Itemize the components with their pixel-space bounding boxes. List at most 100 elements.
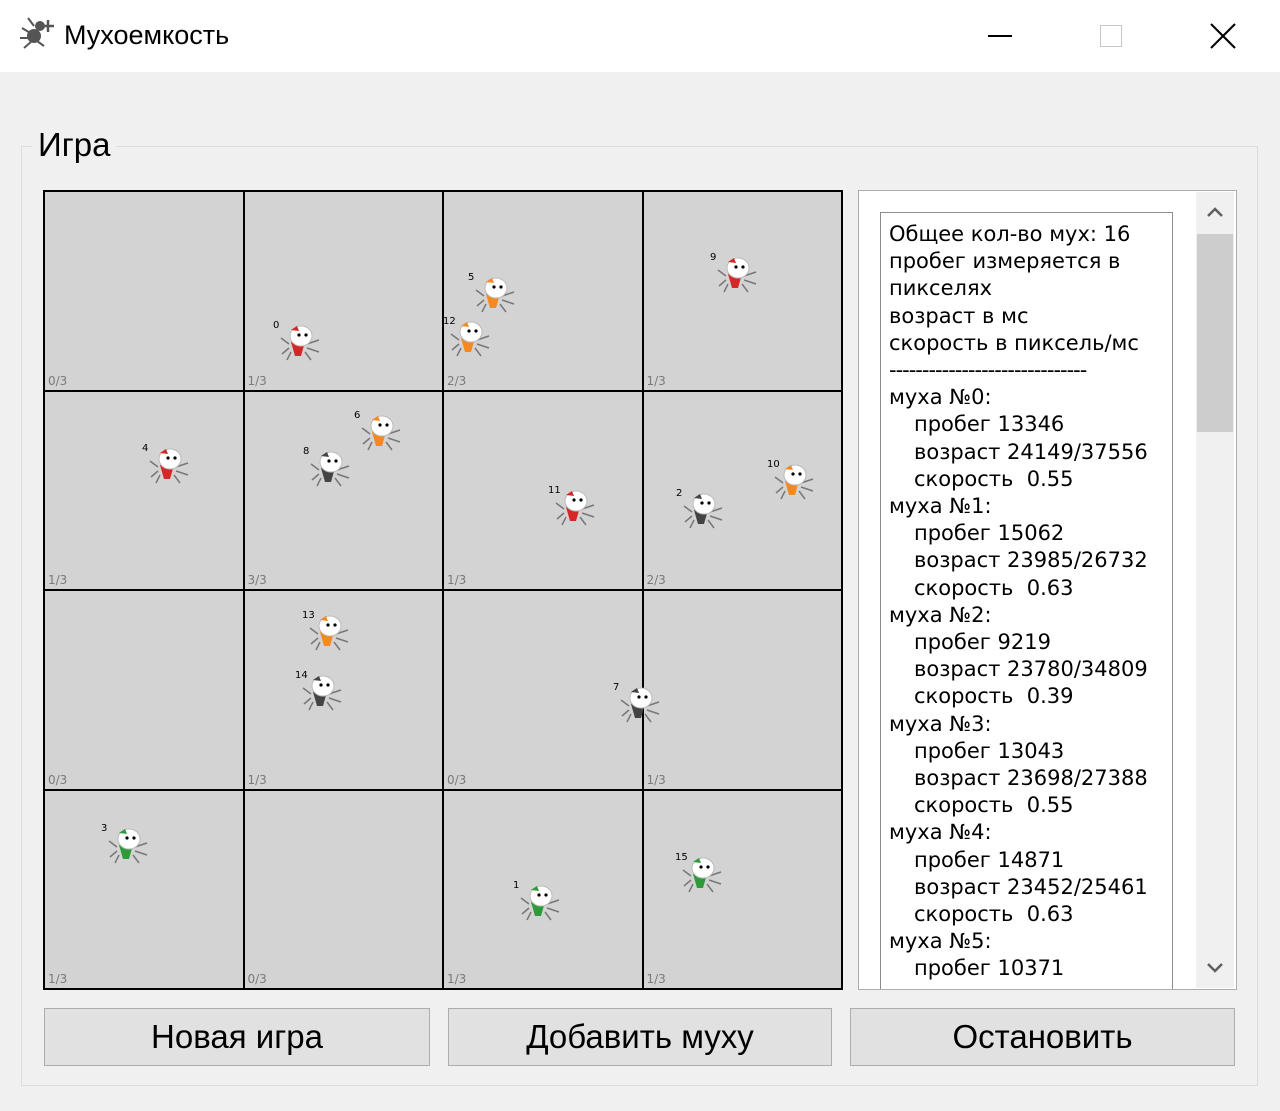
- stop-button[interactable]: Остановить: [850, 1008, 1235, 1066]
- info-header-line: Общее кол-во мух: 16: [889, 222, 1131, 246]
- cell-count: 2/3: [646, 573, 666, 587]
- scroll-thumb[interactable]: [1197, 234, 1233, 432]
- info-textbox[interactable]: Общее кол-во мух: 16 пробег измеряется в…: [880, 212, 1173, 989]
- cell-count: 1/3: [48, 573, 68, 587]
- fly-info-title: муха №1:: [889, 494, 992, 519]
- fly-sprite[interactable]: 12: [443, 316, 495, 358]
- cell-count: 1/3: [646, 373, 666, 388]
- info-separator: ------------------------------: [889, 358, 1087, 383]
- fly-info-speed: скорость 0.39: [914, 684, 1074, 709]
- fly-sprite[interactable]: 4: [142, 443, 194, 485]
- info-header-line: скорость в пиксель/мс: [889, 330, 1139, 355]
- fly-icon: [717, 257, 757, 293]
- fly-number: 2: [676, 488, 683, 499]
- fly-info-title: муха №4:: [889, 820, 992, 845]
- cell-count: 1/3: [646, 972, 666, 986]
- window-title: Мухоемкость: [64, 20, 230, 50]
- fly-icon: [475, 277, 515, 313]
- board-cell: 0/3: [45, 591, 245, 791]
- fly-info-speed: скорость 0.55: [914, 466, 1074, 491]
- fly-number: 9: [710, 252, 717, 263]
- fly-info-title: муха №5:: [889, 929, 992, 954]
- fly-info-age: возраст 23452/25461: [914, 874, 1148, 899]
- fly-sprite[interactable]: 11: [548, 485, 600, 527]
- fly-icon: [450, 321, 490, 357]
- fly-sprite[interactable]: 3: [101, 823, 153, 865]
- cell-count: 3/3: [247, 573, 267, 587]
- board-cell: 1/3: [244, 591, 444, 791]
- fly-info-title: муха №2:: [889, 602, 992, 627]
- fly-icon: [620, 687, 660, 723]
- board-cell: 0/3: [244, 790, 444, 990]
- fly-info-speed: скорость 0.63: [914, 902, 1074, 927]
- fly-info-run: пробег 15062: [914, 521, 1065, 546]
- fly-icon: [774, 464, 814, 500]
- fly-info-title: муха №0:: [889, 385, 992, 410]
- fly-number: 12: [443, 316, 456, 327]
- fly-info-run: пробег 10371: [914, 956, 1065, 981]
- maximize-icon: [1100, 25, 1122, 47]
- info-header-line: пробег измеряется в: [889, 249, 1121, 274]
- fly-sprite[interactable]: 6: [354, 410, 406, 452]
- fly-number: 6: [354, 410, 361, 421]
- cell-count: 1/3: [247, 373, 267, 388]
- cell-count: 0/3: [447, 772, 467, 787]
- fly-icon: [149, 448, 189, 484]
- group-title: Игра: [32, 126, 117, 164]
- fly-sprite[interactable]: 15: [675, 852, 727, 894]
- scroll-up-button[interactable]: [1196, 192, 1234, 232]
- new-game-button[interactable]: Новая игра: [44, 1008, 430, 1066]
- fly-sprite[interactable]: 7: [613, 682, 665, 724]
- fly-number: 11: [548, 485, 561, 496]
- cell-count: 0/3: [48, 772, 68, 787]
- info-scrollbar[interactable]: [1196, 192, 1234, 988]
- fly-number: 10: [767, 459, 780, 470]
- board-cell: 3/3: [244, 391, 444, 591]
- fly-sprite[interactable]: 8: [303, 446, 355, 488]
- fly-icon: [682, 857, 722, 893]
- scroll-down-button[interactable]: [1196, 948, 1234, 988]
- game-groupbox: [21, 146, 1258, 1086]
- fly-sprite[interactable]: 14: [295, 670, 347, 712]
- fly-sprite[interactable]: 10: [767, 459, 819, 501]
- fly-sprite[interactable]: 1: [513, 880, 565, 922]
- fly-info-speed: скорость 0.63: [914, 575, 1074, 600]
- board-cell: 0/3: [444, 591, 644, 791]
- fly-info-run: пробег 14871: [914, 847, 1065, 872]
- close-button[interactable]: [1168, 0, 1278, 72]
- cell-count: 1/3: [447, 972, 467, 986]
- fly-sprite[interactable]: 5: [468, 272, 520, 314]
- board-cell: 1/3: [45, 790, 245, 990]
- fly-sprite[interactable]: 13: [302, 610, 354, 652]
- fly-info-age: возраст 23780/34809: [914, 657, 1148, 682]
- maximize-button[interactable]: [1056, 0, 1166, 72]
- info-header-line: пикселях: [889, 276, 993, 301]
- fly-info-age: возраст 24149/37556: [914, 439, 1148, 464]
- game-board[interactable]: 0/3 1/3 2/3 1/3 1/3 3/3 1/3 2/3 0/3 1/3 …: [43, 190, 843, 990]
- fly-info-run: пробег 13043: [914, 738, 1065, 763]
- minimize-button[interactable]: [945, 0, 1055, 72]
- board-cell: 1/3: [244, 192, 444, 392]
- info-panel[interactable]: Общее кол-во мух: 16 пробег измеряется в…: [858, 190, 1237, 990]
- board-cell: 1/3: [45, 391, 245, 591]
- fly-info-speed: скорость 0.55: [914, 793, 1074, 818]
- board-cell: 1/3: [643, 591, 843, 791]
- fly-sprite[interactable]: 0: [273, 320, 325, 362]
- fly-number: 1: [513, 880, 520, 891]
- board-cell: 0/3: [45, 192, 245, 392]
- cell-count: 1/3: [447, 573, 467, 587]
- fly-info-run: пробег 13346: [914, 412, 1065, 437]
- fly-number: 15: [675, 852, 688, 863]
- fly-number: 7: [613, 682, 620, 693]
- cell-count: 0/3: [48, 373, 68, 388]
- add-fly-button[interactable]: Добавить муху: [448, 1008, 832, 1066]
- fly-sprite[interactable]: 9: [710, 252, 762, 294]
- fly-icon: [361, 415, 401, 451]
- fly-sprite[interactable]: 2: [676, 488, 728, 530]
- minimize-icon: [988, 35, 1012, 37]
- fly-info-run: пробег 9219: [914, 630, 1051, 655]
- fly-number: 13: [302, 610, 315, 621]
- title-bar: Мухоемкость: [0, 0, 1280, 72]
- close-icon: [1210, 23, 1236, 49]
- fly-icon: [555, 490, 595, 526]
